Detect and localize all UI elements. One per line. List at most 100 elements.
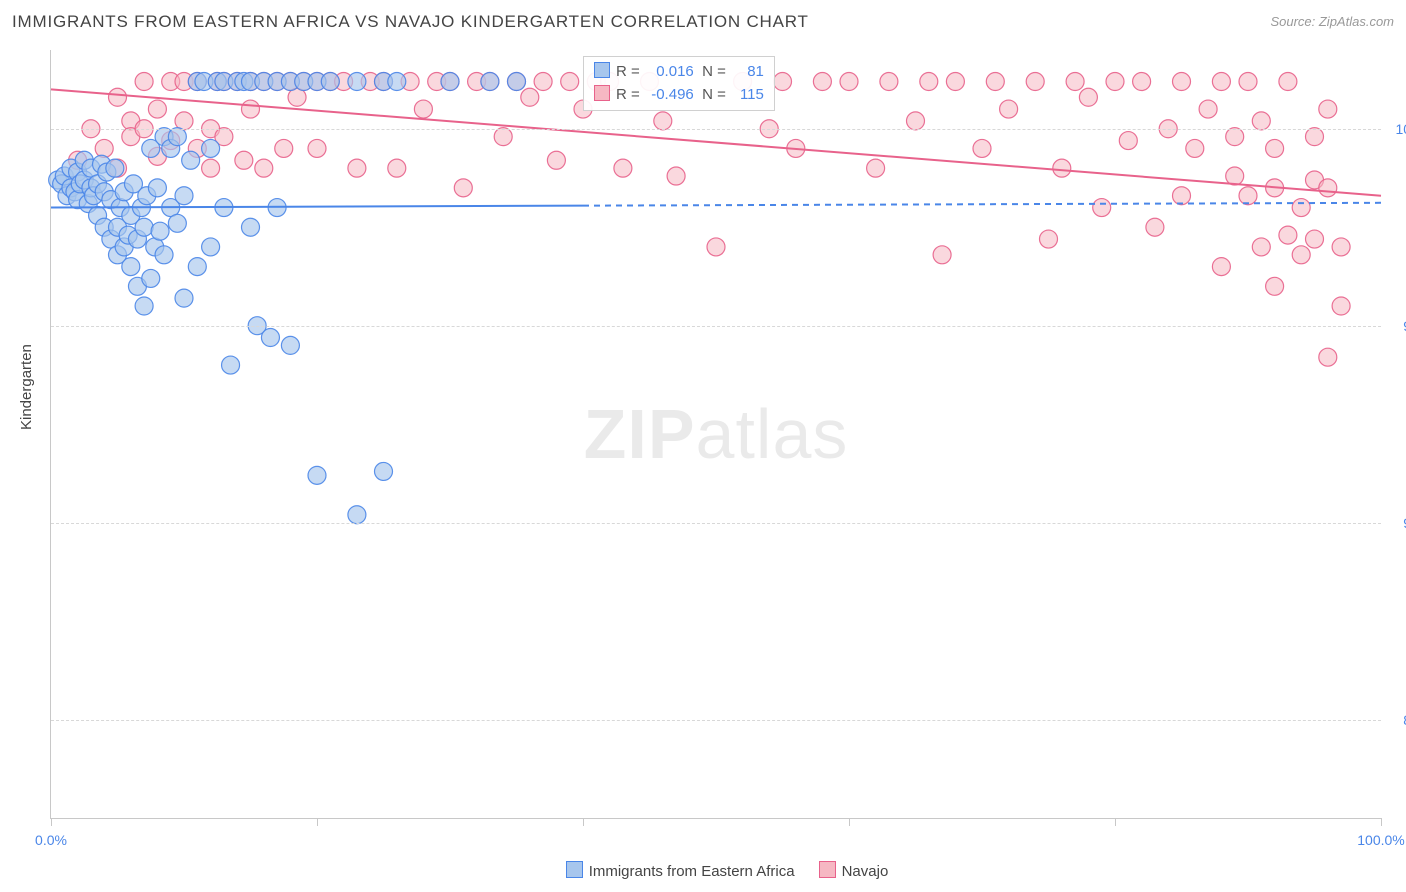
y-axis-label: Kindergarten bbox=[18, 344, 35, 430]
stat-label: N = bbox=[702, 63, 726, 80]
pink-point bbox=[135, 73, 153, 91]
gridline bbox=[51, 523, 1381, 524]
pink-point bbox=[1053, 159, 1071, 177]
x-tick bbox=[317, 818, 318, 826]
blue-point bbox=[106, 159, 124, 177]
pink-point bbox=[707, 238, 725, 256]
pink-point bbox=[1266, 139, 1284, 157]
pink-point bbox=[148, 100, 166, 118]
pink-point bbox=[1212, 258, 1230, 276]
blue-trendline-extrap bbox=[583, 203, 1381, 206]
blue-point bbox=[155, 246, 173, 264]
gridline bbox=[51, 326, 1381, 327]
x-tick-label: 100.0% bbox=[1357, 832, 1404, 848]
legend-label: Immigrants from Eastern Africa bbox=[589, 863, 795, 880]
pink-point bbox=[1173, 187, 1191, 205]
stat-n-value: 81 bbox=[730, 61, 764, 84]
pink-point bbox=[1319, 100, 1337, 118]
pink-point bbox=[1066, 73, 1084, 91]
blue-point bbox=[175, 187, 193, 205]
pink-point bbox=[202, 159, 220, 177]
pink-point bbox=[1292, 246, 1310, 264]
pink-point bbox=[1199, 100, 1217, 118]
blue-point bbox=[202, 238, 220, 256]
pink-point bbox=[1252, 112, 1270, 130]
y-tick-label: 85.0% bbox=[1389, 712, 1406, 728]
pink-point bbox=[1279, 226, 1297, 244]
pink-point bbox=[1279, 73, 1297, 91]
pink-point bbox=[1319, 179, 1337, 197]
chart-title: IMMIGRANTS FROM EASTERN AFRICA VS NAVAJO… bbox=[12, 12, 809, 31]
pink-point bbox=[561, 73, 579, 91]
blue-point bbox=[188, 258, 206, 276]
blue-point bbox=[148, 179, 166, 197]
pink-point bbox=[348, 159, 366, 177]
blue-point bbox=[321, 73, 339, 91]
x-tick bbox=[1115, 818, 1116, 826]
blue-point bbox=[135, 297, 153, 315]
pink-point bbox=[1119, 132, 1137, 150]
pink-point bbox=[774, 73, 792, 91]
pink-point bbox=[109, 88, 127, 106]
blue-point bbox=[202, 139, 220, 157]
pink-point bbox=[242, 100, 260, 118]
title-bar: IMMIGRANTS FROM EASTERN AFRICA VS NAVAJO… bbox=[12, 12, 1394, 42]
pink-point bbox=[1239, 187, 1257, 205]
gridline bbox=[51, 129, 1381, 130]
blue-point bbox=[182, 151, 200, 169]
pink-point bbox=[414, 100, 432, 118]
blue-point bbox=[348, 73, 366, 91]
stat-label: R = bbox=[616, 86, 640, 103]
pink-point bbox=[1106, 73, 1124, 91]
pink-point bbox=[614, 159, 632, 177]
blue-point bbox=[261, 329, 279, 347]
pink-point bbox=[1093, 199, 1111, 217]
blue-point bbox=[168, 128, 186, 146]
blue-point bbox=[151, 222, 169, 240]
pink-point bbox=[654, 112, 672, 130]
legend-swatch bbox=[819, 861, 836, 878]
plot-area: ZIPatlas R =0.016 N =81R =-0.496 N =115 … bbox=[50, 50, 1381, 819]
pink-point bbox=[880, 73, 898, 91]
blue-point bbox=[242, 218, 260, 236]
pink-point bbox=[275, 139, 293, 157]
pink-point bbox=[813, 73, 831, 91]
blue-point bbox=[135, 218, 153, 236]
pink-point bbox=[1226, 167, 1244, 185]
stat-label: N = bbox=[702, 86, 726, 103]
y-tick-label: 100.0% bbox=[1389, 121, 1406, 137]
x-tick bbox=[849, 818, 850, 826]
pink-point bbox=[1173, 73, 1191, 91]
gridline bbox=[51, 720, 1381, 721]
pink-point bbox=[547, 151, 565, 169]
y-tick-label: 90.0% bbox=[1389, 515, 1406, 531]
plot-svg bbox=[51, 50, 1381, 818]
pink-point bbox=[454, 179, 472, 197]
stats-row-pink: R =-0.496 N =115 bbox=[594, 84, 764, 107]
blue-point bbox=[175, 289, 193, 307]
pink-point bbox=[308, 139, 326, 157]
blue-point bbox=[441, 73, 459, 91]
x-tick bbox=[51, 818, 52, 826]
pink-point bbox=[933, 246, 951, 264]
pink-point bbox=[1226, 128, 1244, 146]
bottom-legend: Immigrants from Eastern AfricaNavajo bbox=[50, 861, 1380, 880]
pink-point bbox=[986, 73, 1004, 91]
legend-swatch bbox=[594, 62, 610, 78]
pink-point bbox=[1319, 348, 1337, 366]
pink-point bbox=[1252, 238, 1270, 256]
pink-point bbox=[1332, 238, 1350, 256]
pink-point bbox=[840, 73, 858, 91]
pink-point bbox=[255, 159, 273, 177]
blue-point bbox=[122, 258, 140, 276]
pink-point bbox=[1332, 297, 1350, 315]
pink-point bbox=[1026, 73, 1044, 91]
pink-point bbox=[667, 167, 685, 185]
pink-point bbox=[95, 139, 113, 157]
blue-point bbox=[222, 356, 240, 374]
blue-point bbox=[348, 506, 366, 524]
blue-point bbox=[308, 466, 326, 484]
pink-point bbox=[521, 88, 539, 106]
stat-r-value: -0.496 bbox=[644, 84, 694, 107]
pink-point bbox=[1292, 199, 1310, 217]
